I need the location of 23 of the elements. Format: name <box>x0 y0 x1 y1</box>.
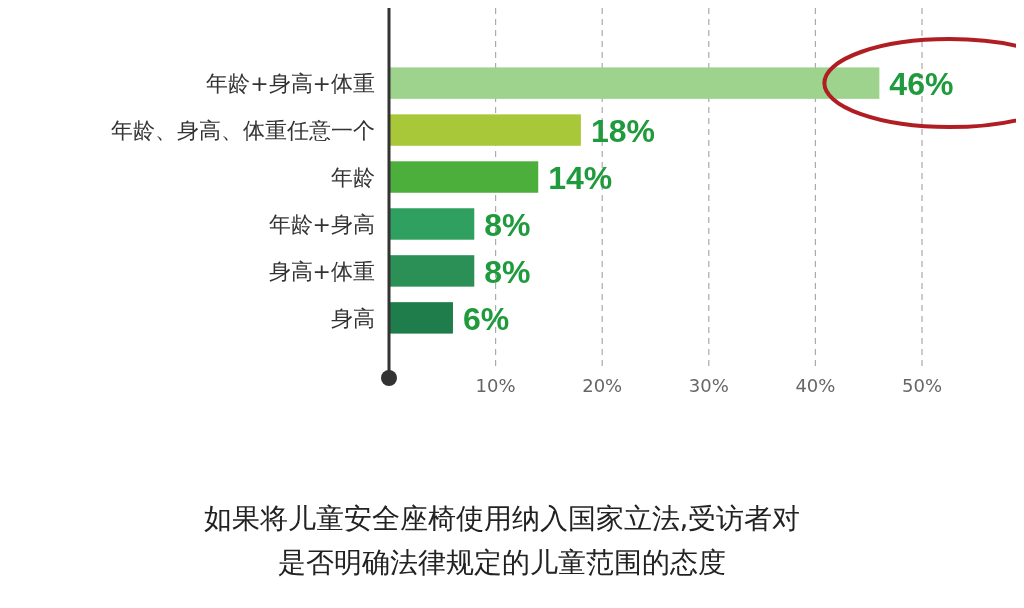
y-tick-label: 年龄+身高 <box>268 211 375 237</box>
x-tick-label: 30% <box>688 375 729 396</box>
y-tick-label: 年龄+身高+体重 <box>206 71 375 97</box>
x-tick-label: 10% <box>475 375 516 396</box>
data-label: 18% <box>590 113 655 150</box>
bar <box>389 161 539 193</box>
x-tick-label: 40% <box>795 375 836 396</box>
y-tick-label: 年龄 <box>331 165 375 191</box>
y-tick-label: 年龄、身高、体重任意一个 <box>111 118 375 144</box>
bar <box>389 208 475 240</box>
bar <box>389 255 475 287</box>
x-tick-label: 20% <box>582 375 623 396</box>
data-label: 14% <box>548 160 613 197</box>
data-label: 6% <box>462 300 510 337</box>
y-tick-label: 身高 <box>331 305 375 331</box>
text: 如果将儿童安全座椅使用纳入国家立法,受访者对是否明确法律规定的儿童范围的态度 <box>203 502 801 579</box>
y-tick-label: 身高+体重 <box>268 258 375 284</box>
x-tick-label: 50% <box>901 375 943 396</box>
data-label: 46% <box>889 66 954 103</box>
bar <box>389 114 581 146</box>
bar <box>389 302 453 334</box>
data-label: 8% <box>484 206 531 243</box>
data-label: 8% <box>484 253 531 290</box>
